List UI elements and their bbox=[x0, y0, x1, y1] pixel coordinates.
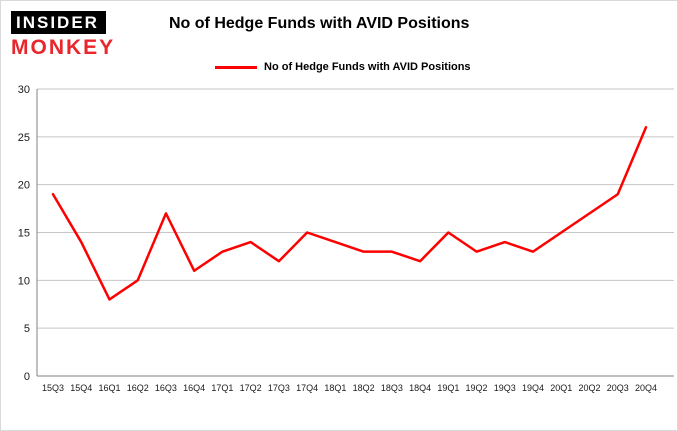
x-tick-label: 17Q1 bbox=[211, 383, 233, 393]
x-tick-label: 15Q3 bbox=[42, 383, 64, 393]
series-line bbox=[51, 126, 648, 301]
x-tick-label: 16Q3 bbox=[155, 383, 177, 393]
y-tick-label: 5 bbox=[24, 323, 30, 335]
insider-monkey-logo: INSIDER MONKEY bbox=[11, 11, 115, 58]
x-tick-label: 17Q2 bbox=[240, 383, 262, 393]
chart-title: No of Hedge Funds with AVID Positions bbox=[169, 15, 470, 32]
logo-insider-text: INSIDER bbox=[11, 11, 106, 34]
x-tick-label: 17Q3 bbox=[268, 383, 290, 393]
x-tick-label: 20Q3 bbox=[607, 383, 629, 393]
y-tick-label: 10 bbox=[18, 275, 30, 287]
legend: No of Hedge Funds with AVID Positions bbox=[215, 61, 471, 73]
y-tick-label: 0 bbox=[24, 371, 30, 383]
x-tick-label: 17Q4 bbox=[296, 383, 318, 393]
y-tick-label: 20 bbox=[18, 180, 30, 192]
x-tick-label: 19Q3 bbox=[494, 383, 516, 393]
x-tick-label: 18Q3 bbox=[381, 383, 403, 393]
x-tick-label: 20Q4 bbox=[635, 383, 657, 393]
x-tick-label: 20Q2 bbox=[579, 383, 601, 393]
x-tick-label: 16Q2 bbox=[127, 383, 149, 393]
axes bbox=[36, 89, 674, 377]
x-tick-label: 19Q2 bbox=[466, 383, 488, 393]
x-tick-label: 16Q4 bbox=[183, 383, 205, 393]
x-tick-label: 15Q4 bbox=[70, 383, 92, 393]
x-axis-labels: 15Q3 15Q4 16Q1 16Q2 16Q3 16Q4 17Q1 17Q2 17Q3 17Q4… bbox=[42, 383, 657, 393]
x-tick-label: 18Q1 bbox=[324, 383, 346, 393]
y-tick-label: 30 bbox=[18, 84, 30, 96]
y-tick-label: 15 bbox=[18, 228, 30, 240]
x-tick-label: 20Q1 bbox=[550, 383, 572, 393]
line-chart: 0 5 10 15 20 25 30 15Q3 15Q4 16Q1 16Q2 16Q3 16Q4 17Q1… bbox=[18, 84, 674, 393]
y-tick-label: 25 bbox=[18, 132, 30, 144]
x-tick-label: 19Q4 bbox=[522, 383, 544, 393]
x-tick-label: 16Q1 bbox=[98, 383, 120, 393]
x-tick-label: 19Q1 bbox=[437, 383, 459, 393]
logo-monkey-text: MONKEY bbox=[11, 36, 116, 59]
legend-line-swatch bbox=[215, 65, 257, 69]
y-axis-labels: 0 5 10 15 20 25 30 bbox=[18, 84, 30, 383]
x-tick-label: 18Q4 bbox=[409, 383, 431, 393]
legend-label: No of Hedge Funds with AVID Positions bbox=[264, 61, 471, 73]
gridlines bbox=[37, 88, 674, 329]
x-tick-label: 18Q2 bbox=[353, 383, 375, 393]
